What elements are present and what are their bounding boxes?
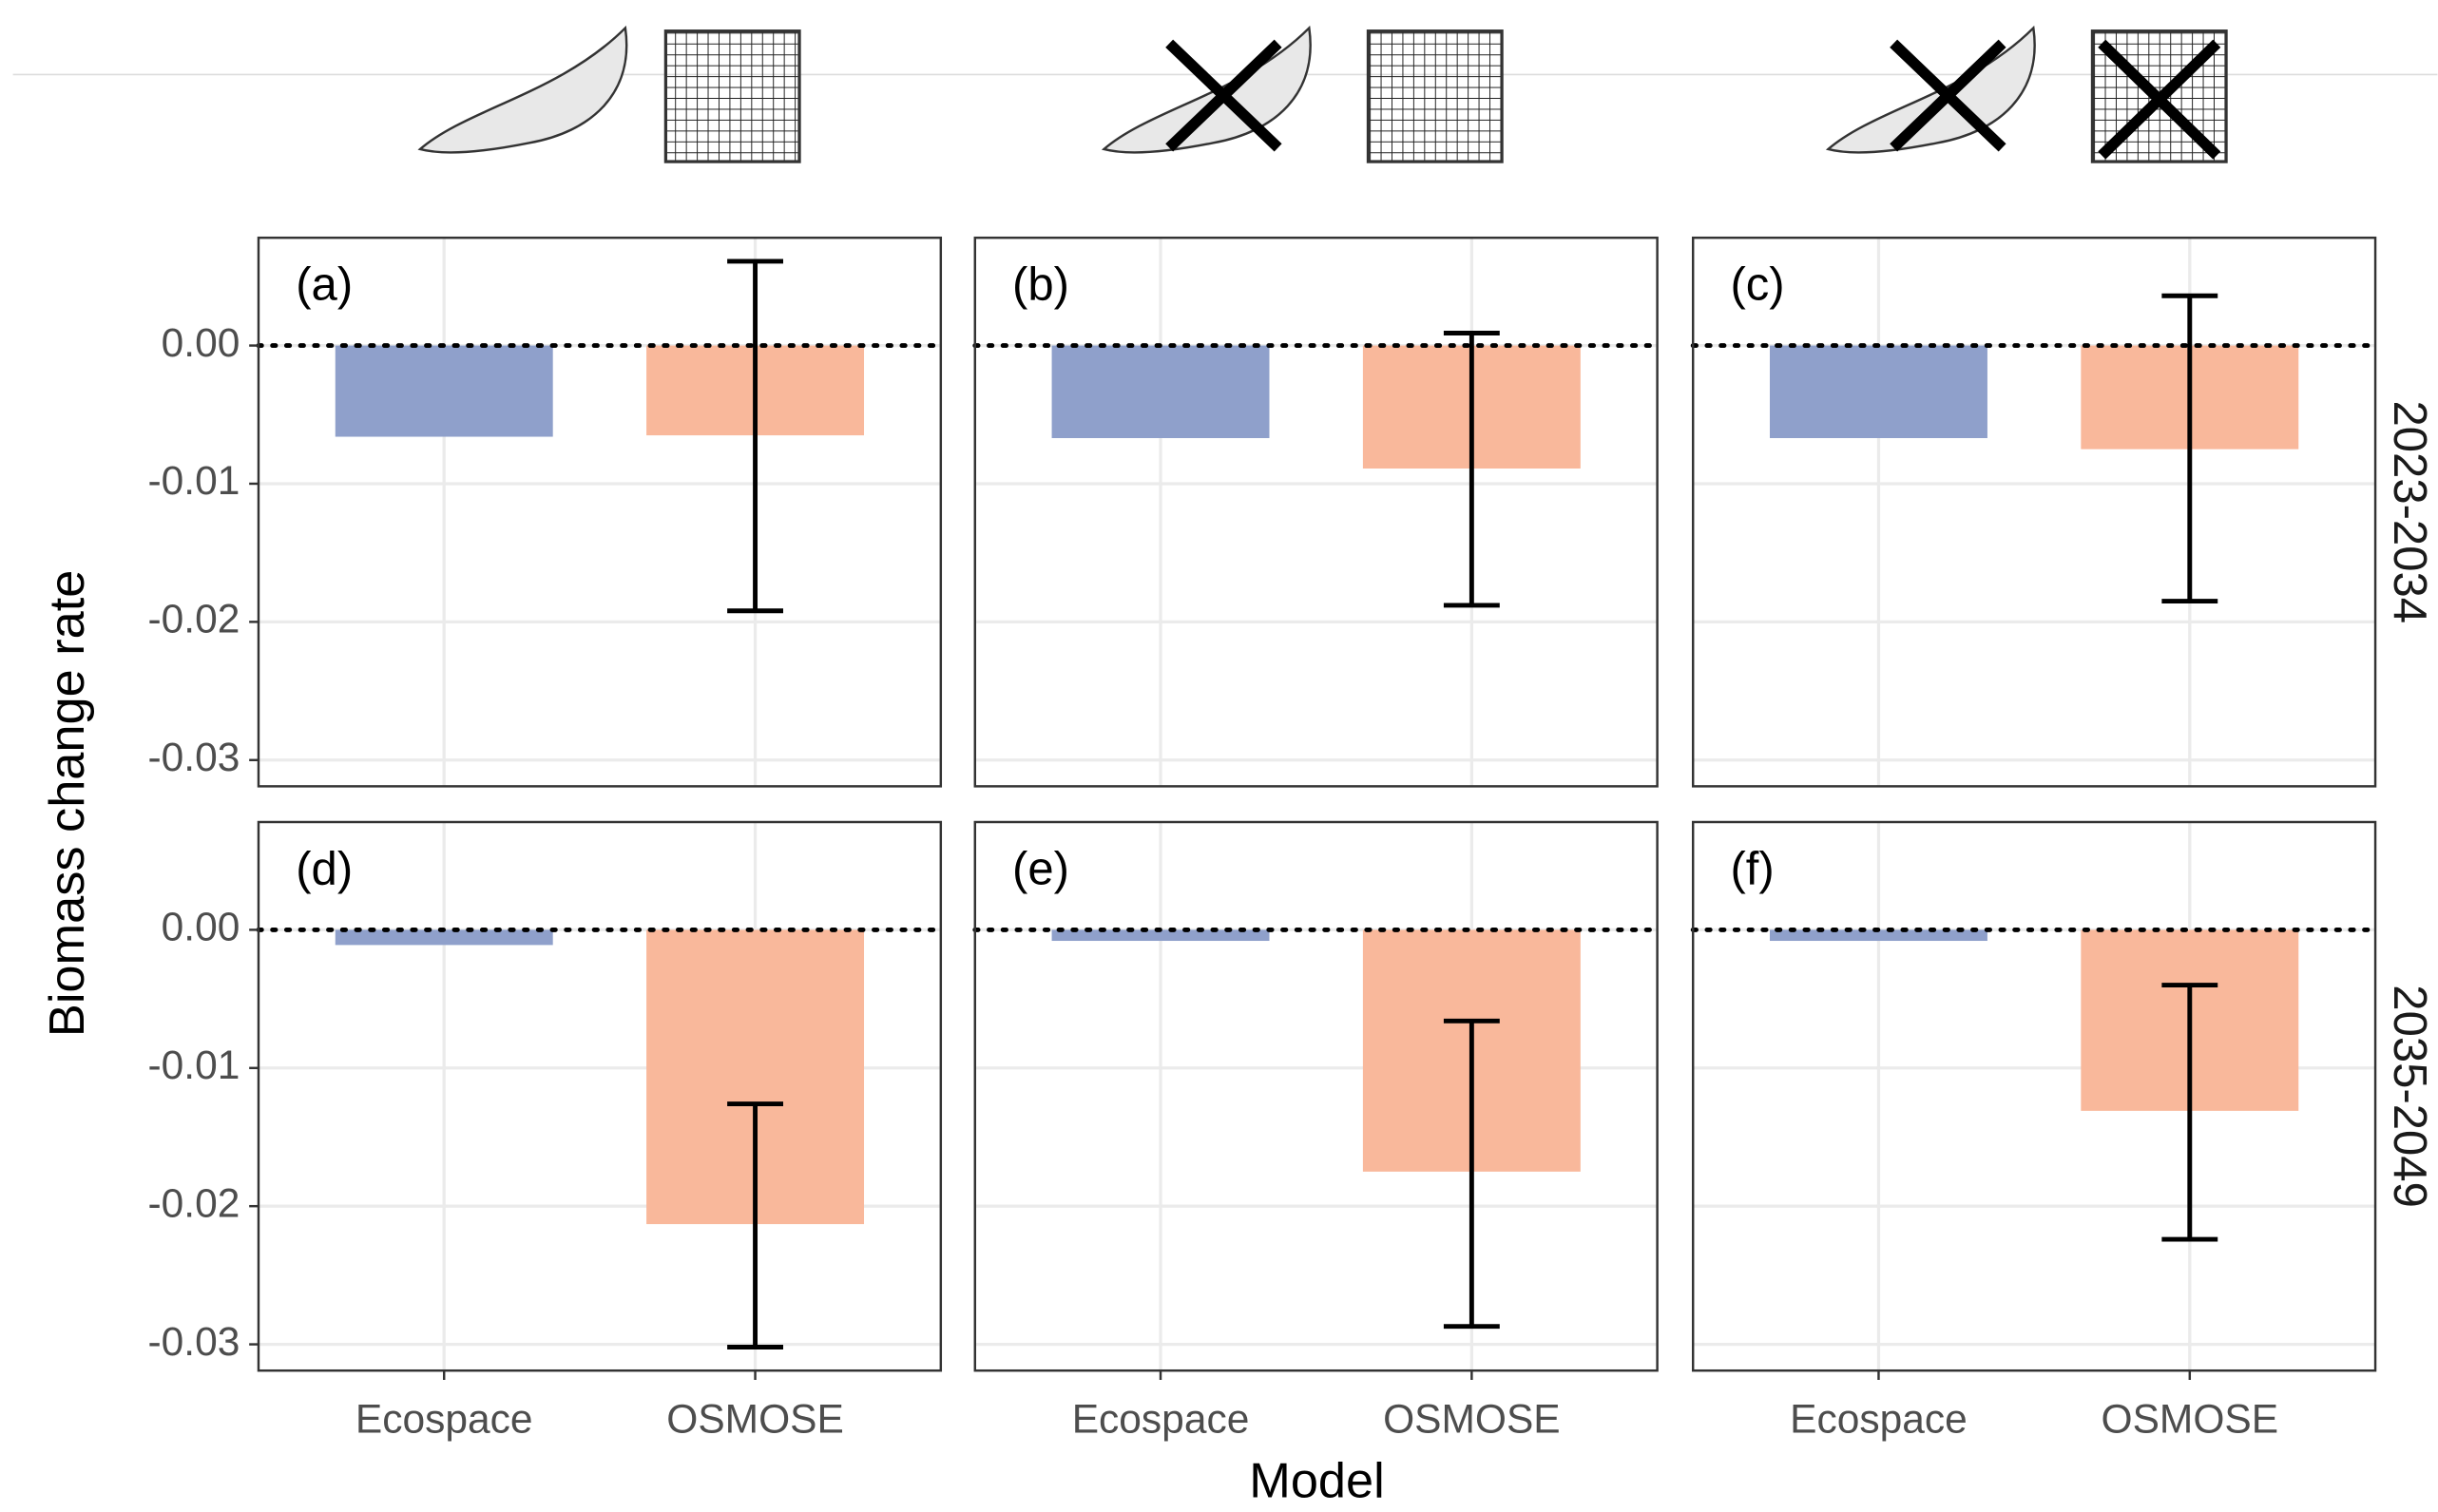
- y-tick-label: 0.00: [162, 321, 240, 366]
- panel-background: [974, 238, 1658, 787]
- panel: (f) Ecospace OSMOSE: [1690, 820, 2378, 1442]
- panel-label: (b): [1012, 258, 1069, 310]
- panel: (d) -0.03 -0.02 -0.01 0.00 Ecospace OSMOSE: [147, 820, 944, 1442]
- y-axis-label: Biomass change rate: [40, 570, 95, 1037]
- panel-label: (f): [1730, 843, 1774, 894]
- panel-label: (d): [296, 843, 353, 894]
- y-tick-label: -0.03: [147, 736, 240, 780]
- y-tick-label: 0.00: [162, 906, 240, 950]
- panel-border: [257, 236, 943, 788]
- x-tick-label: Ecospace: [1072, 1397, 1250, 1442]
- x-axis-label: Model: [1249, 1453, 1384, 1508]
- y-tick-label: -0.03: [147, 1320, 240, 1365]
- x-tick-label: OSMOSE: [1383, 1397, 1561, 1442]
- x-tick-label: OSMOSE: [2102, 1397, 2279, 1442]
- y-tick-label: -0.01: [147, 459, 240, 504]
- icon-group: [1825, 25, 2228, 163]
- panel-label: (e): [1012, 843, 1069, 894]
- panel-border: [257, 820, 943, 1372]
- x-tick-label: OSMOSE: [666, 1397, 844, 1442]
- bar: [335, 345, 553, 437]
- bar: [1770, 929, 1987, 942]
- panel: (a) -0.03 -0.02 -0.01 0.00: [147, 236, 944, 788]
- panel: (b): [972, 236, 1661, 788]
- bar: [335, 929, 553, 946]
- bar: [1770, 345, 1987, 438]
- bar: [1051, 345, 1270, 438]
- panel-label: (c): [1730, 258, 1784, 310]
- x-tick-label: Ecospace: [1790, 1397, 1968, 1442]
- panel-background: [258, 238, 941, 787]
- panel-border: [1691, 820, 2377, 1372]
- x-tick-label: Ecospace: [355, 1397, 533, 1442]
- bar: [1051, 929, 1270, 942]
- row-label: 2023-2034: [2384, 401, 2435, 624]
- y-tick-label: -0.01: [147, 1043, 240, 1088]
- y-tick-label: -0.02: [147, 1181, 240, 1226]
- panel-border: [973, 236, 1659, 788]
- row-label: 2035-2049: [2384, 985, 2435, 1208]
- panel-border: [1691, 236, 2377, 788]
- icon-group: [417, 25, 801, 163]
- panel-label: (a): [296, 258, 353, 310]
- y-tick-label: -0.02: [147, 598, 240, 642]
- panel: (c): [1690, 236, 2378, 788]
- icon-group: [1101, 25, 1504, 163]
- panel: (e) Ecospace OSMOSE: [972, 820, 1661, 1442]
- header-icons: [12, 25, 2438, 163]
- panel-background: [1693, 238, 2376, 787]
- panel-border: [973, 820, 1659, 1372]
